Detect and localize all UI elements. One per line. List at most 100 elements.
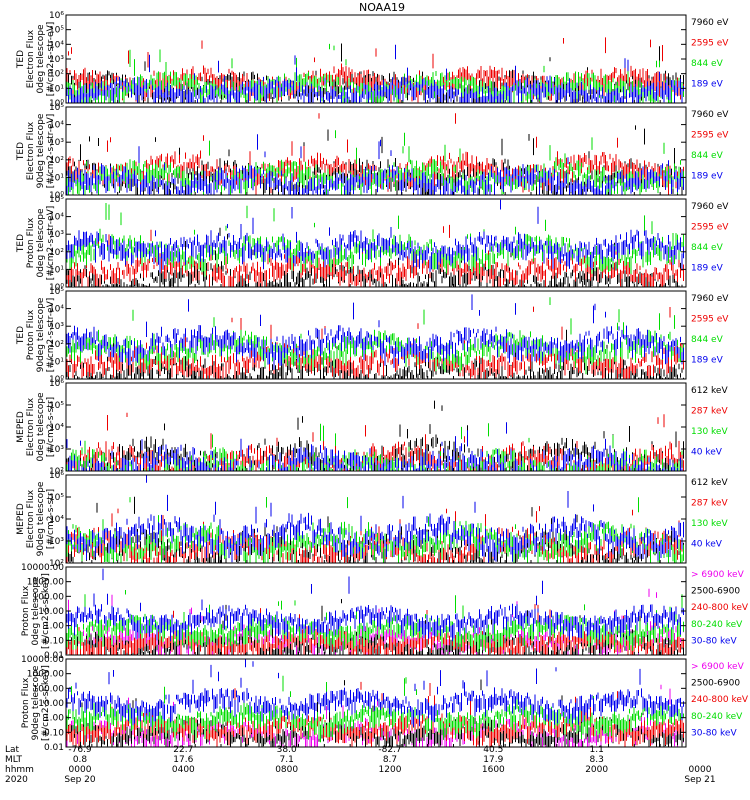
y-tick-label: 10⁵ xyxy=(49,287,64,297)
y-axis-label-line: Electron Flux xyxy=(26,29,36,88)
y-axis-label-line: MEPED xyxy=(16,503,26,535)
y-axis-label-line: [#/cm2-s-str-eV] xyxy=(46,206,56,281)
panel-traces xyxy=(66,113,684,195)
series-path xyxy=(66,506,684,563)
series-path xyxy=(66,588,684,655)
panel-traces xyxy=(66,659,684,747)
panel-traces xyxy=(66,475,684,563)
y-axis-label-line: Proton Flux xyxy=(21,585,31,636)
y-tick-label: 0.10 xyxy=(44,728,64,738)
x-axis-value: 0000 xyxy=(69,765,92,775)
series-path xyxy=(66,679,684,747)
y-tick-label: 10² xyxy=(49,248,64,258)
series-path xyxy=(66,113,684,195)
series-trace xyxy=(66,224,684,287)
legend-entry: 2595 eV xyxy=(691,130,729,140)
legend-entry: 2500-6900 xyxy=(691,587,740,597)
legend-entry: > 6900 keV xyxy=(691,662,745,672)
y-axis-label-line: [#/cm2-s-str-eV] xyxy=(46,22,56,97)
series-path xyxy=(66,134,684,195)
legend-entry: 612 keV xyxy=(691,386,728,396)
y-axis-label-line: 90deg telescope xyxy=(31,665,41,740)
series-path xyxy=(66,681,684,747)
series-trace xyxy=(66,329,684,379)
series-trace xyxy=(66,297,684,375)
series-path xyxy=(66,599,684,655)
x-row-label: MLT xyxy=(5,755,23,765)
y-axis-label-line: [#/cm2-s-str-eV] xyxy=(46,298,56,373)
y-axis-label-line: [#/cm2-s-str-eV] xyxy=(46,114,56,189)
legend-entry: 30-80 keV xyxy=(691,728,737,738)
legend-entry: 2595 eV xyxy=(691,38,729,48)
y-axis-label-line: 90deg telescope xyxy=(36,481,46,556)
panel-traces xyxy=(66,37,684,103)
panel-8: 0.010.101.0010.00100.001000.0010000.00Pr… xyxy=(21,655,749,753)
series-path xyxy=(66,423,683,471)
y-tick-label: 10000.00 xyxy=(21,563,64,573)
series-path xyxy=(66,306,684,379)
x-axis-value: 0.8 xyxy=(73,755,88,765)
legend-entry: 844 eV xyxy=(691,59,724,69)
y-axis-label-line: Proton Flux xyxy=(26,309,36,360)
x-axis-value: 1600 xyxy=(482,765,505,775)
y-axis-label-line: 90deg telescope xyxy=(36,297,46,372)
y-tick-label: 10⁴ xyxy=(49,213,64,223)
y-tick-label: 10⁵ xyxy=(49,26,64,36)
series-trace xyxy=(66,44,684,103)
x-axis-value: 8.7 xyxy=(383,755,397,765)
y-tick-label: 10⁰ xyxy=(49,191,64,201)
y-axis-label: TEDElectron Flux0deg telescope[#/cm2-s-s… xyxy=(16,22,56,97)
series-path xyxy=(66,297,684,375)
x-axis-value: 0400 xyxy=(172,765,195,775)
series-trace xyxy=(66,604,684,655)
legend-entry: 30-80 keV xyxy=(691,636,737,646)
x-axis-value: 2000 xyxy=(585,765,608,775)
y-axis-label-line: 0deg telescope xyxy=(36,24,46,94)
y-tick-label: 0.01 xyxy=(44,743,64,753)
y-axis-label-line: Proton Flux xyxy=(21,677,31,728)
x-axis-value: 0000 xyxy=(689,765,712,775)
y-axis-label-line: Electron Flux xyxy=(26,121,36,180)
x-axis-value: Sep 21 xyxy=(684,775,715,785)
x-axis-value: Sep 20 xyxy=(64,775,96,785)
y-axis-label-line: [#/cm2-s-str] xyxy=(46,397,56,457)
series-path xyxy=(66,675,684,743)
y-axis-label-line: [#/cm2-s-sr-keV] xyxy=(41,665,51,741)
series-trace xyxy=(66,203,684,277)
y-tick-label: 10¹ xyxy=(49,265,64,275)
y-tick-label: 10.00 xyxy=(38,699,64,709)
y-tick-label: 10⁴ xyxy=(49,40,64,50)
y-tick-label: 1000.00 xyxy=(27,670,64,680)
legend-entry: 189 eV xyxy=(691,355,724,365)
series-trace xyxy=(66,675,684,743)
series-trace xyxy=(66,113,684,195)
series-trace xyxy=(66,506,684,563)
series-path xyxy=(66,37,684,103)
legend-entry: 287 keV xyxy=(691,498,728,508)
legend-entry: 189 eV xyxy=(691,79,724,89)
y-tick-label: 0.10 xyxy=(44,636,64,646)
legend-entry: 2595 eV xyxy=(691,314,729,324)
series-trace xyxy=(66,227,683,287)
y-axis-label: TEDProton Flux90deg telescope[#/cm2-s-st… xyxy=(16,297,56,372)
series-trace xyxy=(66,659,684,728)
x-axis-value: -82.7 xyxy=(378,745,401,755)
x-axis-value: 40.5 xyxy=(483,745,503,755)
series-path xyxy=(66,224,684,287)
figure-title: NOAA19 xyxy=(359,1,405,14)
series-trace xyxy=(66,590,684,653)
legend-entry: 189 eV xyxy=(691,263,724,273)
panel-traces xyxy=(66,199,684,287)
y-tick-label: 10⁴ xyxy=(49,305,64,315)
series-path xyxy=(66,422,683,471)
y-axis-label: MEPEDElectron Flux90deg telescope[#/cm2-… xyxy=(16,481,56,556)
legend-entry: > 6900 keV xyxy=(691,570,745,580)
y-axis-label-line: Electron Flux xyxy=(26,397,36,456)
y-axis-label-line: TED xyxy=(16,142,26,161)
legend-entry: 130 keV xyxy=(691,519,728,529)
y-tick-label: 10⁰ xyxy=(49,99,64,109)
series-trace xyxy=(66,199,684,273)
series-path xyxy=(66,203,684,277)
